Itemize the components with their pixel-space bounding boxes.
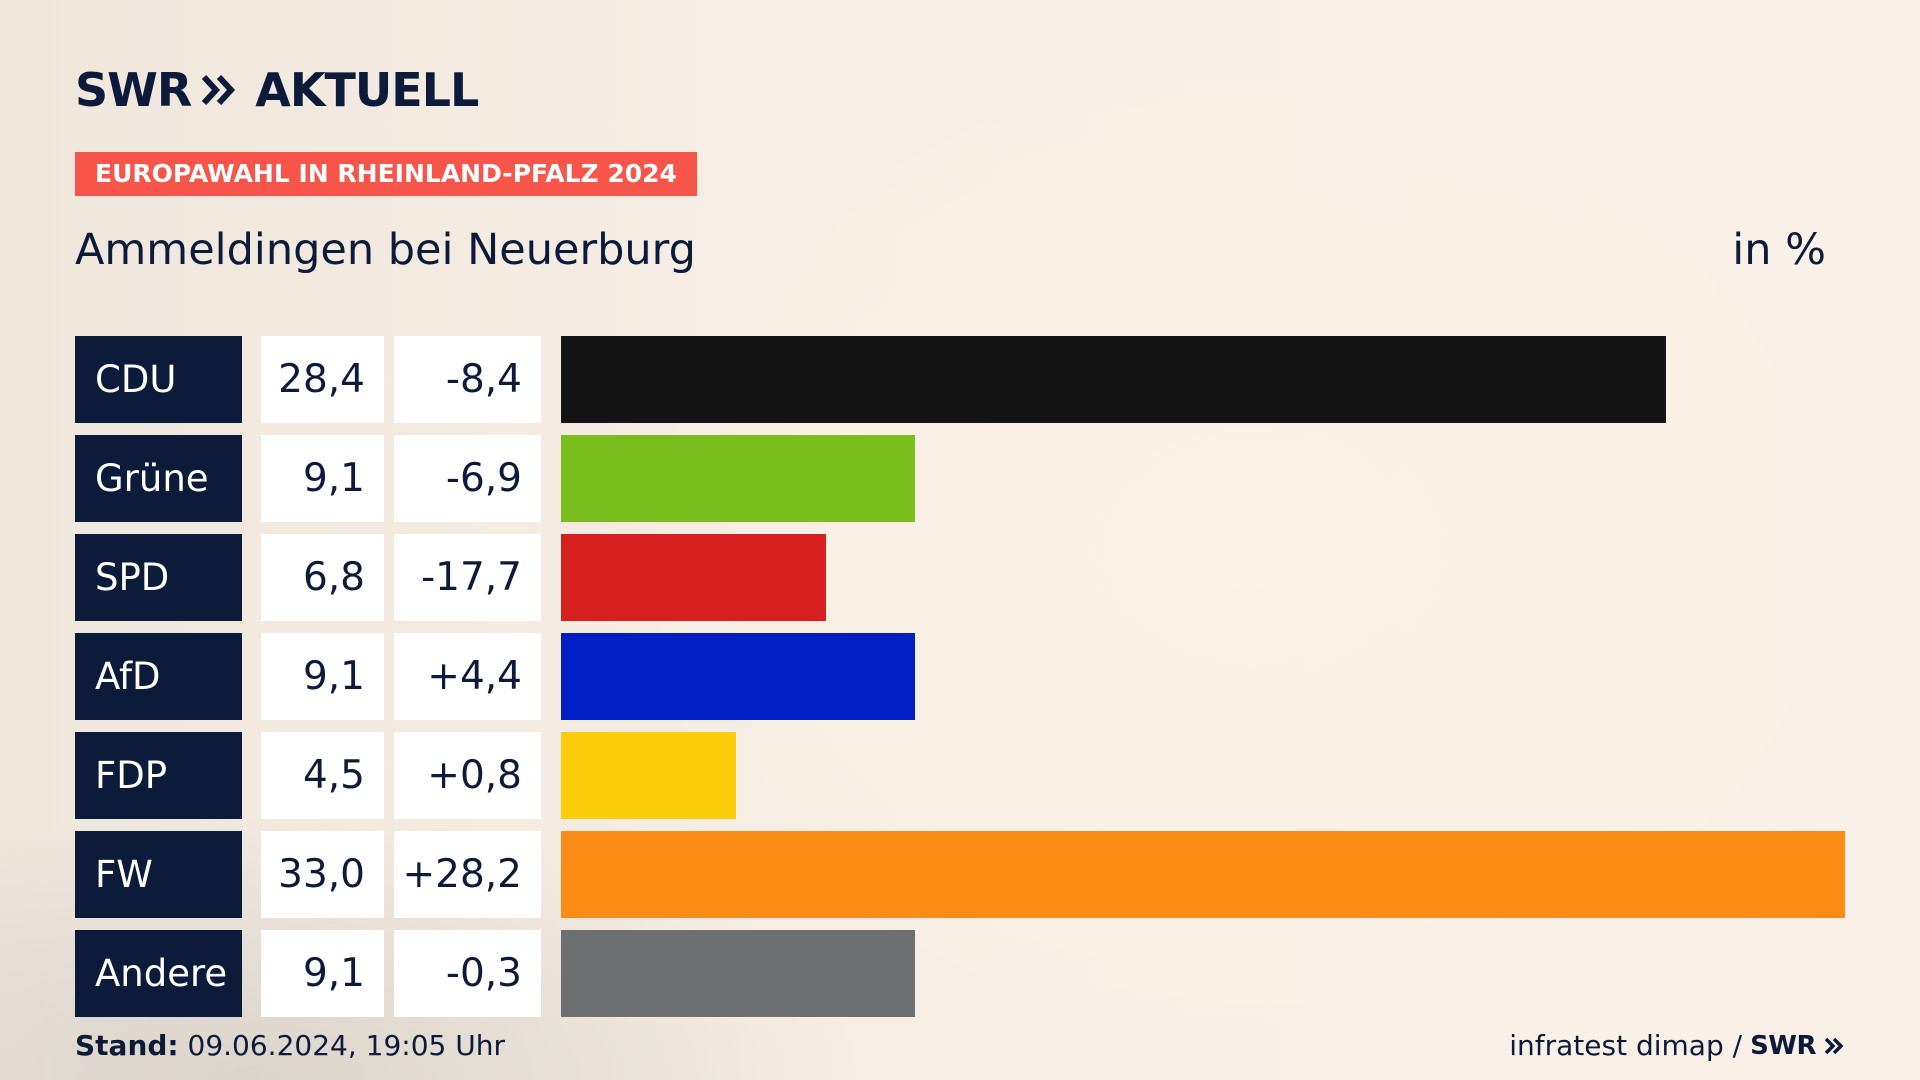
value-label: 6,8 — [261, 534, 384, 621]
party-label: AfD — [75, 633, 242, 720]
diff-label: +28,2 — [394, 831, 541, 918]
chart-row: FDP 4,5 +0,8 — [75, 732, 1845, 819]
bar — [561, 336, 1666, 423]
election-tag: EUROPAWAHL IN RHEINLAND-PFALZ 2024 — [75, 152, 697, 196]
bar — [561, 831, 1845, 918]
party-label: Grüne — [75, 435, 242, 522]
diff-label: -8,4 — [394, 336, 541, 423]
source-text: infratest dimap / — [1509, 1029, 1743, 1062]
bar — [561, 435, 915, 522]
logo-brand: SWR — [75, 63, 192, 117]
logo-suffix: AKTUELL — [255, 63, 479, 117]
diff-label: +4,4 — [394, 633, 541, 720]
footer-logo: SWR — [1750, 1031, 1816, 1061]
timestamp: Stand: 09.06.2024, 19:05 Uhr — [75, 1028, 505, 1064]
unit-label: in % — [1732, 225, 1826, 275]
bar — [561, 732, 736, 819]
party-label: CDU — [75, 336, 242, 423]
source-credit: infratest dimap / SWR — [1509, 1028, 1844, 1064]
bar — [561, 633, 915, 720]
double-chevron-icon — [1824, 1037, 1844, 1055]
diff-label: -0,3 — [394, 930, 541, 1017]
swr-aktuell-logo: SWR AKTUELL — [75, 63, 479, 117]
value-label: 9,1 — [261, 930, 384, 1017]
stand-value: 09.06.2024, 19:05 Uhr — [178, 1029, 505, 1062]
diff-label: -6,9 — [394, 435, 541, 522]
diff-label: -17,7 — [394, 534, 541, 621]
value-label: 33,0 — [261, 831, 384, 918]
bar — [561, 930, 915, 1017]
chart-row: FW 33,0 +28,2 — [75, 831, 1845, 918]
party-label: FDP — [75, 732, 242, 819]
bar — [561, 534, 826, 621]
diff-label: +0,8 — [394, 732, 541, 819]
double-chevron-icon — [202, 74, 236, 106]
party-label: Andere — [75, 930, 242, 1017]
chart-row: Andere 9,1 -0,3 — [75, 930, 1845, 1017]
value-label: 9,1 — [261, 435, 384, 522]
chart-row: Grüne 9,1 -6,9 — [75, 435, 1845, 522]
party-label: SPD — [75, 534, 242, 621]
chart-row: SPD 6,8 -17,7 — [75, 534, 1845, 621]
value-label: 4,5 — [261, 732, 384, 819]
stand-label: Stand: — [75, 1029, 179, 1062]
value-label: 28,4 — [261, 336, 384, 423]
chart-title: Ammeldingen bei Neuerburg — [75, 225, 696, 275]
chart-row: AfD 9,1 +4,4 — [75, 633, 1845, 720]
chart-row: CDU 28,4 -8,4 — [75, 336, 1845, 423]
party-label: FW — [75, 831, 242, 918]
value-label: 9,1 — [261, 633, 384, 720]
